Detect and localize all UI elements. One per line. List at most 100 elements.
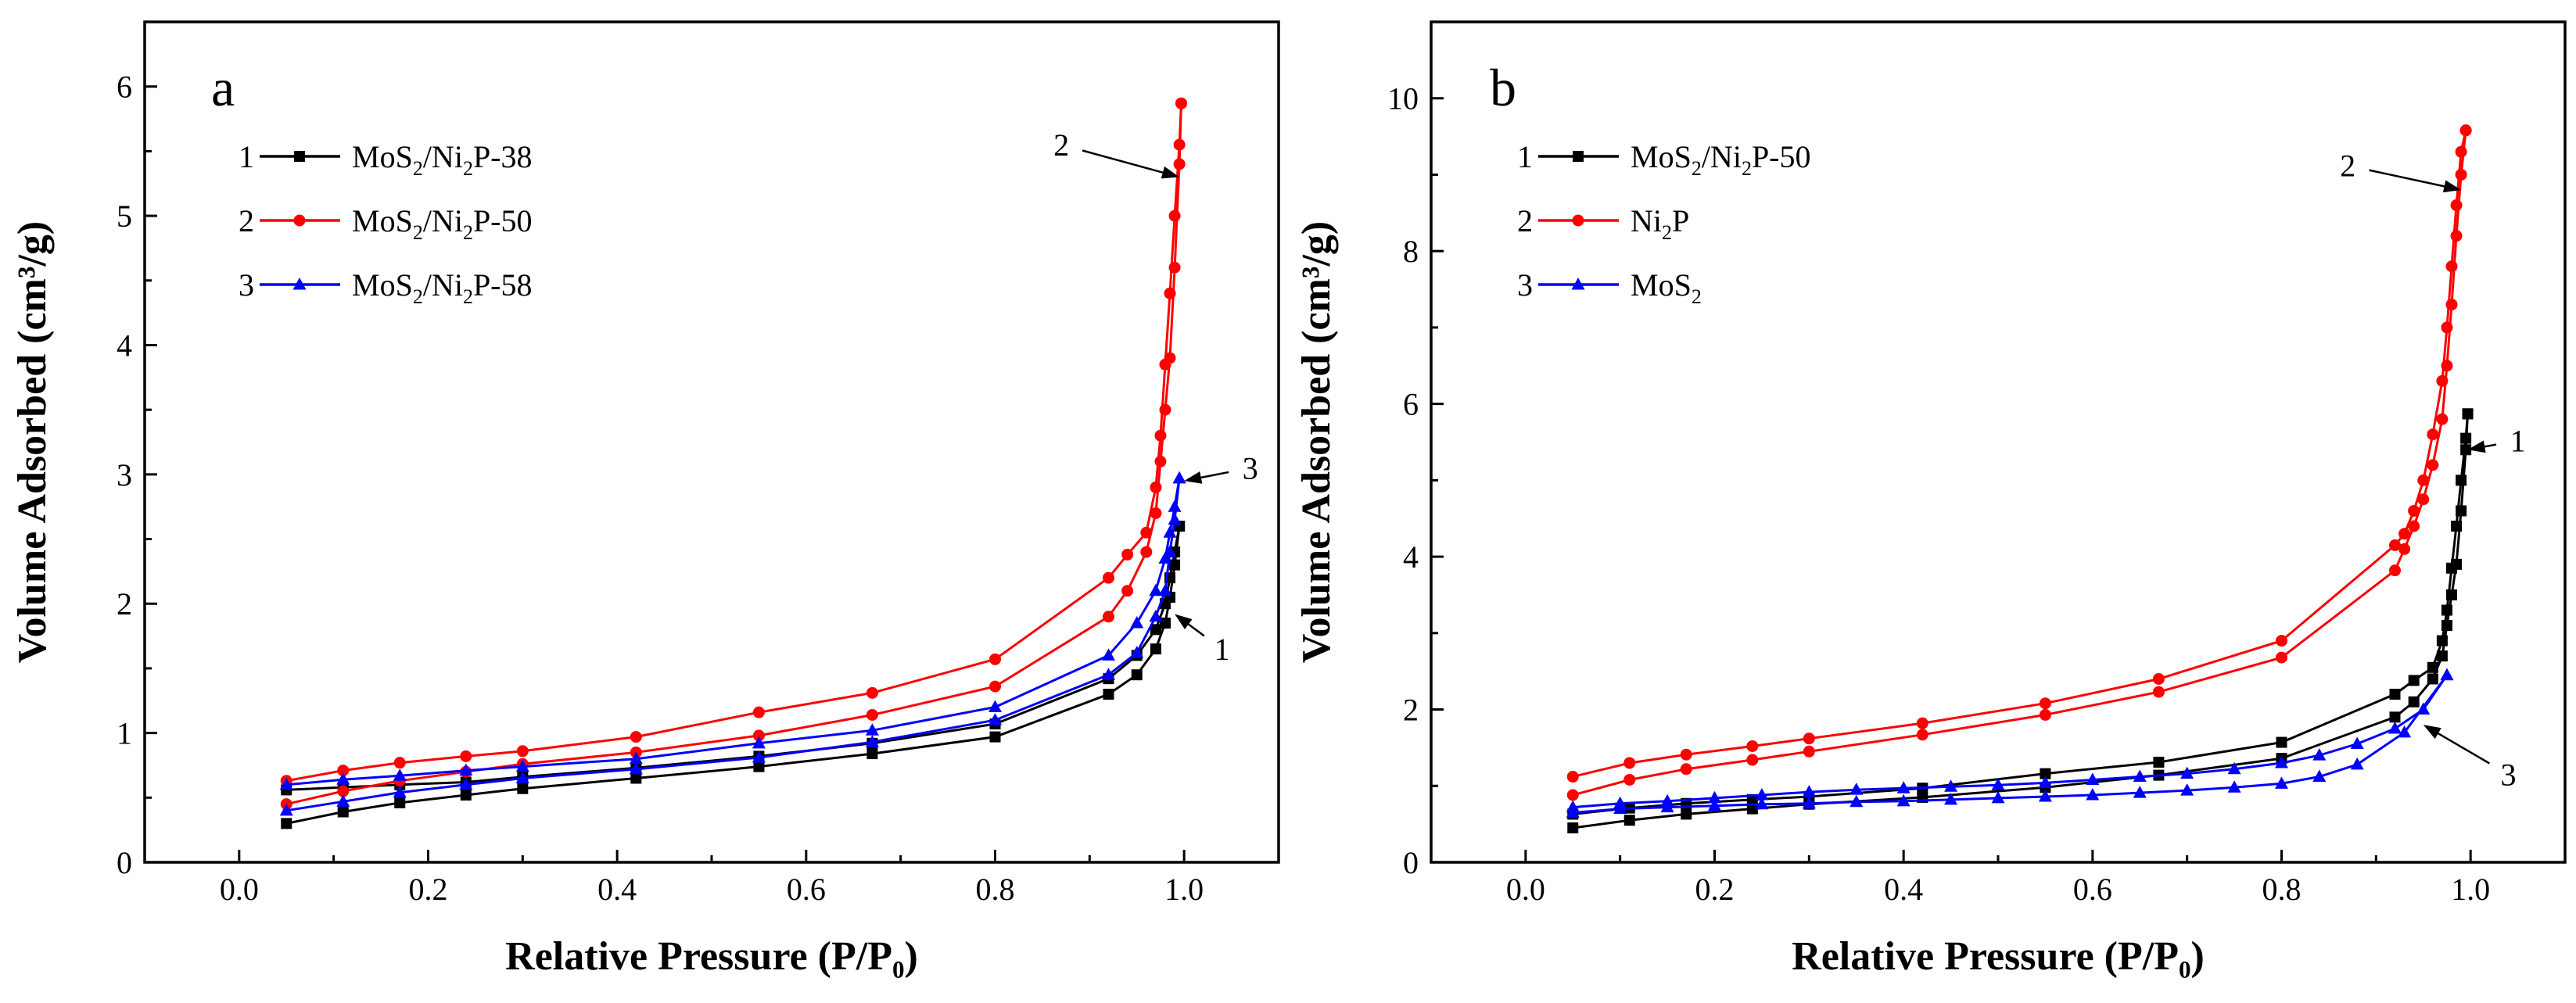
data-point [1160,618,1171,629]
data-point [1163,525,1177,538]
data-point [2408,504,2420,517]
arrow-head [1161,166,1180,179]
annotation-label: 3 [1243,451,1258,486]
x-tick-label: 0.0 [220,872,259,907]
annotation-1: 1 [2467,424,2526,459]
data-point [2039,708,2051,721]
data-point [2389,564,2401,577]
data-point [1140,546,1153,558]
legend-entry: 2 Ni2P [1517,203,1689,244]
plot-frame [143,20,1280,864]
data-point [1708,798,1721,811]
data-point [279,803,293,816]
annotation-label: 3 [2501,758,2517,793]
data-point [866,708,878,721]
data-point [1175,97,1188,109]
data-point [1681,808,1692,820]
data-point [1102,648,1115,661]
data-point [281,818,292,829]
x-tick-label: 0.4 [1884,872,1923,907]
data-point [2312,748,2327,761]
legend-label: MoS2/Ni2P-50 [1631,139,1811,180]
y-tick-label: 0 [1403,845,1419,880]
data-point [630,772,642,784]
data-point [2389,539,2401,551]
data-point [1130,616,1144,629]
series-Ni2P [1566,124,2472,801]
desorption-line [1573,414,2469,815]
data-point [2460,432,2472,444]
data-point [1802,785,1816,797]
x-tick-label: 0.6 [787,872,826,907]
data-point [753,761,765,772]
legend-marker [1571,278,1585,290]
data-point [2440,668,2454,681]
x-tick-label: 1.0 [1164,872,1204,907]
data-point [752,736,766,749]
y-tick-label: 10 [1387,81,1419,116]
x-tick-label: 0.8 [2262,872,2302,907]
data-point [1680,763,1692,776]
series-MoS2/Ni2P-50 [280,97,1188,811]
y-axis-title: Volume Adsorbed (cm³/g) [10,221,55,663]
data-point [2398,543,2411,555]
x-tick-label: 1.0 [2451,872,2490,907]
data-point [1168,210,1181,222]
adsorption-line [1573,674,2449,814]
legend-label: MoS2/Ni2P-58 [352,267,533,308]
data-point [2446,562,2457,574]
data-point [2227,780,2241,793]
data-point [1708,790,1721,804]
data-point [2276,736,2287,748]
data-point [989,653,1001,665]
data-point [1121,585,1134,597]
data-point [1150,643,1161,655]
x-tick-label: 0.6 [2073,872,2112,907]
data-point [1896,793,1910,807]
data-point [865,735,879,747]
y-tick-label: 4 [117,328,132,363]
data-point [1150,481,1162,493]
annotation-1: 1 [1175,614,1230,667]
data-point [1991,778,2005,790]
data-point [2038,789,2052,802]
data-point [2180,766,2194,779]
data-point [1131,669,1143,681]
data-point [1802,796,1816,809]
data-point [393,757,406,769]
data-point [2408,520,2420,532]
data-point [2389,711,2401,723]
data-point [460,750,472,762]
data-point [1164,287,1176,299]
data-point [1150,624,1161,636]
data-point [1168,512,1182,525]
data-point [517,783,529,794]
data-point [1103,611,1114,623]
y-tick-label: 1 [117,716,132,751]
desorption-line [286,525,1181,791]
data-point [866,748,878,760]
data-point [1613,796,1627,809]
data-point [1172,471,1186,484]
data-point [2455,168,2467,181]
data-point [393,785,407,798]
y-tick-label: 0 [117,845,132,880]
series-MoS2/Ni2P-58 [279,471,1186,816]
data-point [393,768,407,781]
data-point [2227,761,2241,775]
adsorption-line [285,525,1181,825]
y-tick-label: 2 [117,586,132,622]
data-point [629,761,643,775]
data-point [1150,507,1162,519]
data-point [1567,822,1579,834]
data-point [2038,776,2052,788]
chart-panel-b: 0.0 0.2 0.4 0.6 0.8 1.0 0 2 4 6 8 10 Relative Pressu… [1294,20,2567,979]
x-tick-label: 0.8 [976,872,1015,907]
data-point [1154,455,1167,467]
data-point [988,700,1002,713]
y-tick-label: 2 [1403,693,1419,728]
legend-entry: 3 MoS2/Ni2P-58 [239,267,533,308]
data-point [1944,779,1958,792]
arrow-shaft [2484,443,2497,448]
data-point [1103,689,1114,700]
